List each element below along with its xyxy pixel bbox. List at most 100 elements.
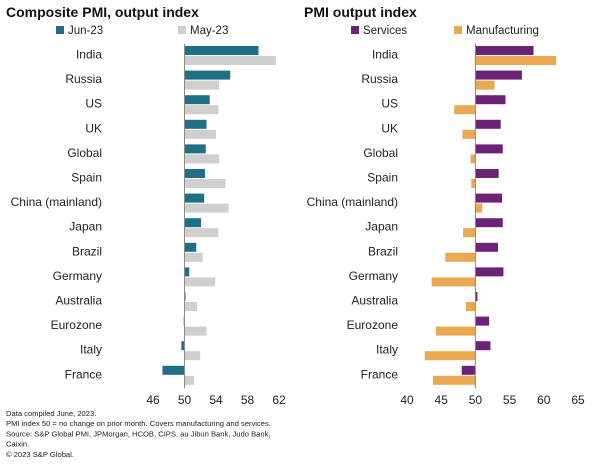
- bar: [461, 365, 476, 375]
- bar: [475, 144, 503, 154]
- bar: [432, 375, 476, 385]
- bar: [462, 129, 476, 139]
- category-labels: India Russia US UK Global Spain China (mainlan…: [11, 48, 103, 382]
- tick-label: 54: [209, 393, 223, 407]
- bar: [475, 46, 534, 55]
- bar: [184, 70, 231, 80]
- bar: [184, 252, 203, 262]
- legend-item: Manufacturing: [454, 25, 539, 37]
- legend-swatch: [454, 26, 462, 34]
- category-label: Germany: [349, 269, 398, 283]
- bar: [184, 326, 207, 336]
- category-label: Brazil: [72, 244, 102, 258]
- category-label: Eurozone: [347, 318, 399, 332]
- category-label: Australia: [351, 294, 398, 308]
- legend: Jun-23 May-23: [56, 25, 228, 37]
- category-label: China (mainland): [11, 195, 102, 209]
- x-axis: 40 45 50 55 60 65: [400, 44, 585, 407]
- footnote-line: © 2023 S&P Global.: [6, 450, 74, 459]
- bar: [475, 119, 501, 129]
- tick-label: 62: [272, 393, 286, 407]
- category-label: Japan: [365, 220, 398, 234]
- bar: [475, 193, 503, 203]
- legend-item: Jun-23: [56, 25, 103, 37]
- tick-label: 40: [400, 393, 414, 407]
- bars: [424, 46, 557, 385]
- legend-label: Manufacturing: [466, 25, 539, 37]
- bar: [465, 302, 476, 311]
- category-label: Spain: [71, 171, 102, 185]
- legend-swatch: [351, 26, 359, 34]
- footnote-line: Data compiled June, 2023.: [6, 409, 96, 418]
- bar: [431, 277, 476, 287]
- bar: [184, 193, 205, 203]
- bar: [184, 129, 216, 139]
- pmi-output-panel: PMI output index Services Manufacturing I…: [304, 4, 585, 407]
- tick-label: 46: [146, 393, 160, 407]
- category-label: Russia: [65, 72, 102, 86]
- bar: [475, 95, 506, 105]
- category-label: France: [361, 367, 399, 381]
- bar: [445, 252, 476, 262]
- bar: [184, 218, 202, 228]
- bar: [475, 316, 490, 326]
- bar: [475, 218, 503, 228]
- bar: [181, 341, 185, 351]
- category-labels: India Russia US UK Global Spain China (mainlan…: [307, 48, 399, 382]
- bar: [435, 326, 476, 336]
- chart-title: PMI output index: [304, 4, 417, 20]
- bar: [184, 351, 201, 361]
- legend-label: Jun-23: [68, 25, 103, 37]
- legend-item: May-23: [178, 25, 228, 37]
- bar: [475, 242, 498, 252]
- x-axis: 46 50 54 58 62: [146, 44, 286, 407]
- category-label: China (mainland): [307, 195, 398, 209]
- tick-label: 60: [537, 393, 551, 407]
- legend-label: May-23: [190, 25, 228, 37]
- category-label: Brazil: [368, 244, 398, 258]
- bar: [184, 144, 206, 154]
- legend-label: Services: [363, 25, 407, 37]
- category-label: Global: [363, 146, 398, 160]
- footnote-line: PMI index 50 = no change on prior month.…: [6, 419, 271, 428]
- category-label: Italy: [376, 343, 398, 357]
- footnote-line: Caixin.: [6, 440, 29, 449]
- bar: [184, 302, 198, 311]
- category-label: US: [381, 97, 398, 111]
- legend-swatch: [178, 26, 186, 34]
- chart-title: Composite PMI, output index: [6, 4, 199, 20]
- footnotes: Data compiled June, 2023.PMI index 50 = …: [6, 409, 271, 459]
- category-label: Italy: [80, 343, 102, 357]
- bar: [475, 341, 491, 351]
- category-label: UK: [85, 121, 102, 135]
- bar: [475, 56, 557, 65]
- composite-pmi-panel: Composite PMI, output index Jun-23 May-23…: [6, 4, 286, 407]
- bar: [184, 169, 205, 178]
- legend-item: Services: [351, 25, 407, 37]
- bar: [184, 242, 197, 252]
- tick-label: 65: [571, 393, 585, 407]
- tick-label: 45: [435, 393, 449, 407]
- bar: [184, 179, 226, 188]
- bar: [454, 105, 476, 115]
- category-label: Eurozone: [51, 318, 103, 332]
- bar: [184, 267, 190, 277]
- bar: [184, 228, 219, 238]
- tick-label: 58: [241, 393, 255, 407]
- bar: [184, 154, 220, 164]
- category-label: Japan: [69, 220, 102, 234]
- bar: [162, 365, 185, 375]
- bar: [470, 154, 476, 164]
- category-label: Germany: [53, 269, 102, 283]
- tick-label: 50: [178, 393, 192, 407]
- bar: [184, 375, 194, 385]
- legend-swatch: [56, 26, 64, 34]
- footnote-line: Source: S&P Global PMI, JPMorgan, HCOB, …: [6, 429, 271, 438]
- bar: [475, 203, 483, 213]
- bar: [463, 228, 476, 238]
- bar: [475, 70, 522, 80]
- category-label: India: [76, 48, 102, 62]
- legend: Services Manufacturing: [351, 25, 539, 37]
- category-label: Russia: [361, 72, 398, 86]
